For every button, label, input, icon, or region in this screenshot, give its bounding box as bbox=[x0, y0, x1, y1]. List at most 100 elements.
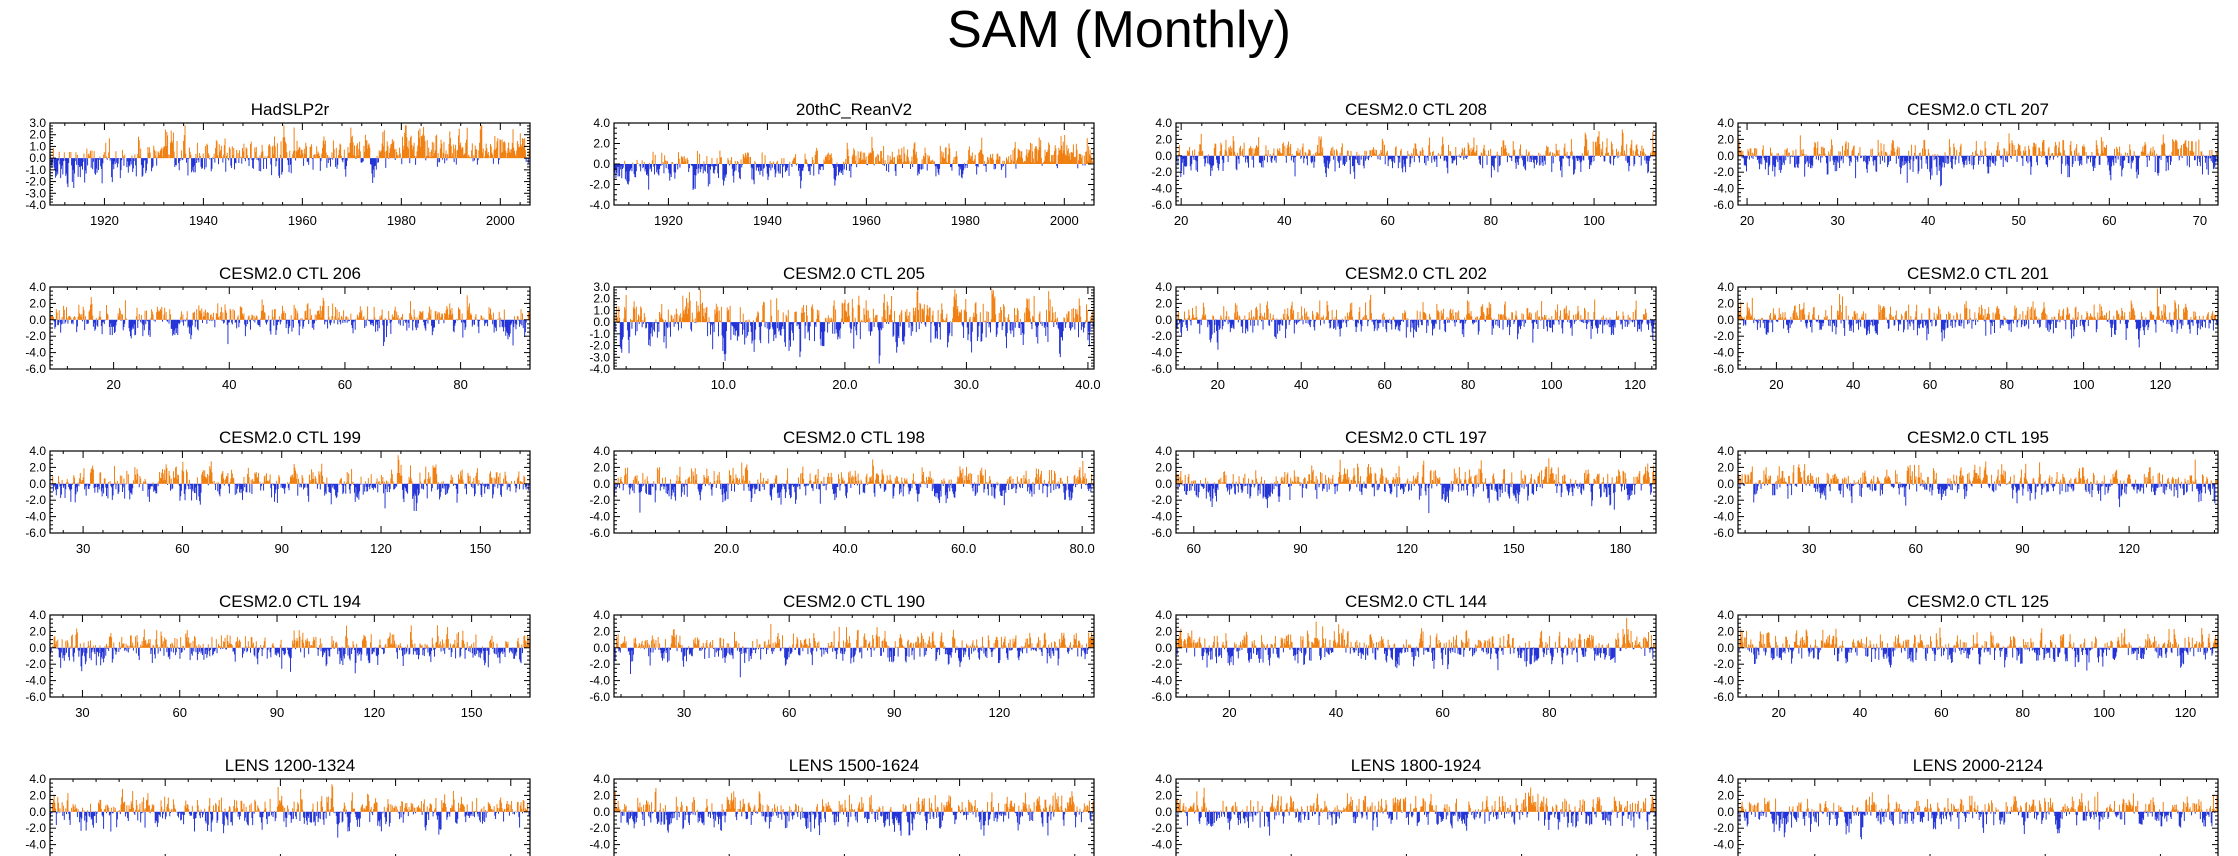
bar-negative bbox=[1541, 155, 1543, 163]
bar-negative bbox=[1377, 155, 1379, 160]
bar-positive bbox=[380, 150, 382, 159]
bar-negative bbox=[137, 319, 139, 328]
bar-negative bbox=[752, 164, 754, 181]
bar-positive bbox=[1256, 147, 1258, 156]
bar-negative bbox=[801, 164, 803, 171]
bar-positive bbox=[1892, 140, 1894, 156]
bar-positive bbox=[153, 145, 155, 159]
bar-negative bbox=[731, 164, 733, 169]
bar-positive bbox=[1071, 309, 1073, 323]
bar-negative bbox=[1492, 155, 1494, 166]
bar-negative bbox=[85, 158, 87, 174]
bar-positive bbox=[763, 302, 765, 323]
bar-negative bbox=[774, 164, 776, 178]
bar-negative bbox=[1958, 155, 1960, 164]
bar-positive bbox=[1512, 141, 1514, 156]
bar-negative bbox=[832, 322, 834, 334]
bar-positive bbox=[1624, 154, 1626, 156]
bar-negative bbox=[132, 158, 134, 172]
bar-positive bbox=[717, 306, 719, 323]
y-tick-label: -2.0 bbox=[25, 329, 46, 343]
bar-positive bbox=[2034, 142, 2035, 156]
bar-positive bbox=[517, 143, 519, 159]
bar-positive bbox=[1468, 144, 1470, 156]
bar-positive bbox=[992, 153, 994, 164]
bar-negative bbox=[1216, 155, 1217, 160]
bar-positive bbox=[1585, 134, 1587, 156]
bar-positive bbox=[1464, 317, 1465, 320]
bar-negative bbox=[1918, 155, 1920, 172]
bar-positive bbox=[743, 156, 745, 164]
bar-negative bbox=[128, 158, 130, 166]
bar-negative bbox=[2212, 155, 2214, 170]
bar-negative bbox=[1955, 155, 1957, 160]
bar-positive bbox=[982, 153, 983, 164]
bar-negative bbox=[763, 164, 765, 169]
bar-negative bbox=[210, 158, 212, 172]
bar-positive bbox=[1273, 148, 1275, 156]
bar-negative bbox=[908, 322, 910, 328]
bar-negative bbox=[230, 158, 232, 166]
bar-positive bbox=[466, 139, 467, 159]
bar-positive bbox=[407, 146, 409, 159]
bar-positive bbox=[383, 146, 385, 159]
bar-positive bbox=[1280, 318, 1282, 320]
bar-negative bbox=[1523, 319, 1525, 327]
bar-positive bbox=[1506, 152, 1508, 156]
bar-positive bbox=[1008, 156, 1010, 164]
bar-positive bbox=[1456, 312, 1458, 320]
bar-positive bbox=[1475, 150, 1477, 156]
bar-positive bbox=[1414, 143, 1416, 156]
bar-positive bbox=[999, 156, 1001, 164]
bar-negative bbox=[133, 158, 135, 161]
bar-positive bbox=[860, 151, 862, 164]
bar-positive bbox=[1542, 317, 1544, 320]
bar-negative bbox=[1766, 155, 1768, 163]
bar-positive bbox=[734, 160, 736, 164]
bar-negative bbox=[1627, 155, 1629, 163]
bar-negative bbox=[1796, 155, 1798, 168]
bar-positive bbox=[2106, 145, 2107, 156]
bar-negative bbox=[234, 158, 235, 170]
bar-negative bbox=[336, 158, 338, 169]
panel-title: CESM2.0 CTL 208 bbox=[1345, 100, 1487, 119]
bar-negative bbox=[415, 158, 417, 165]
bar-positive bbox=[1221, 317, 1223, 320]
bar-positive bbox=[750, 156, 751, 164]
bar-negative bbox=[1404, 155, 1406, 165]
bar-negative bbox=[2079, 155, 2081, 166]
bar-negative bbox=[2022, 155, 2024, 166]
bar-positive bbox=[1224, 154, 1225, 156]
bar-negative bbox=[1516, 155, 1518, 159]
bar-positive bbox=[1762, 149, 1763, 156]
bar-positive bbox=[414, 316, 416, 320]
bar-positive bbox=[1064, 135, 1066, 164]
bar-negative bbox=[979, 322, 981, 323]
bar-positive bbox=[387, 145, 389, 159]
bar-negative bbox=[1887, 155, 1889, 168]
bar-negative bbox=[1247, 319, 1249, 332]
bar-negative bbox=[141, 158, 143, 177]
bar-positive bbox=[934, 161, 935, 164]
bar-positive bbox=[718, 162, 720, 164]
bar-positive bbox=[1035, 146, 1037, 164]
bar-negative bbox=[327, 158, 329, 163]
bar-positive bbox=[1341, 318, 1343, 320]
bar-positive bbox=[435, 135, 437, 159]
bar-negative bbox=[965, 164, 967, 166]
bar-negative bbox=[1533, 155, 1535, 163]
bar-negative bbox=[1080, 322, 1082, 330]
bar-positive bbox=[827, 154, 829, 164]
bar-negative bbox=[882, 164, 884, 165]
bar-positive bbox=[232, 309, 234, 320]
bar-negative bbox=[53, 319, 55, 322]
bar-negative bbox=[1333, 155, 1335, 160]
bar-positive bbox=[870, 153, 872, 164]
bar-positive bbox=[2180, 145, 2182, 156]
bar-positive bbox=[506, 157, 507, 159]
bar-positive bbox=[1831, 145, 1833, 156]
bar-negative bbox=[2073, 155, 2075, 157]
bar-negative bbox=[678, 322, 679, 331]
bar-negative bbox=[1640, 155, 1642, 166]
bar-positive bbox=[1315, 154, 1317, 156]
